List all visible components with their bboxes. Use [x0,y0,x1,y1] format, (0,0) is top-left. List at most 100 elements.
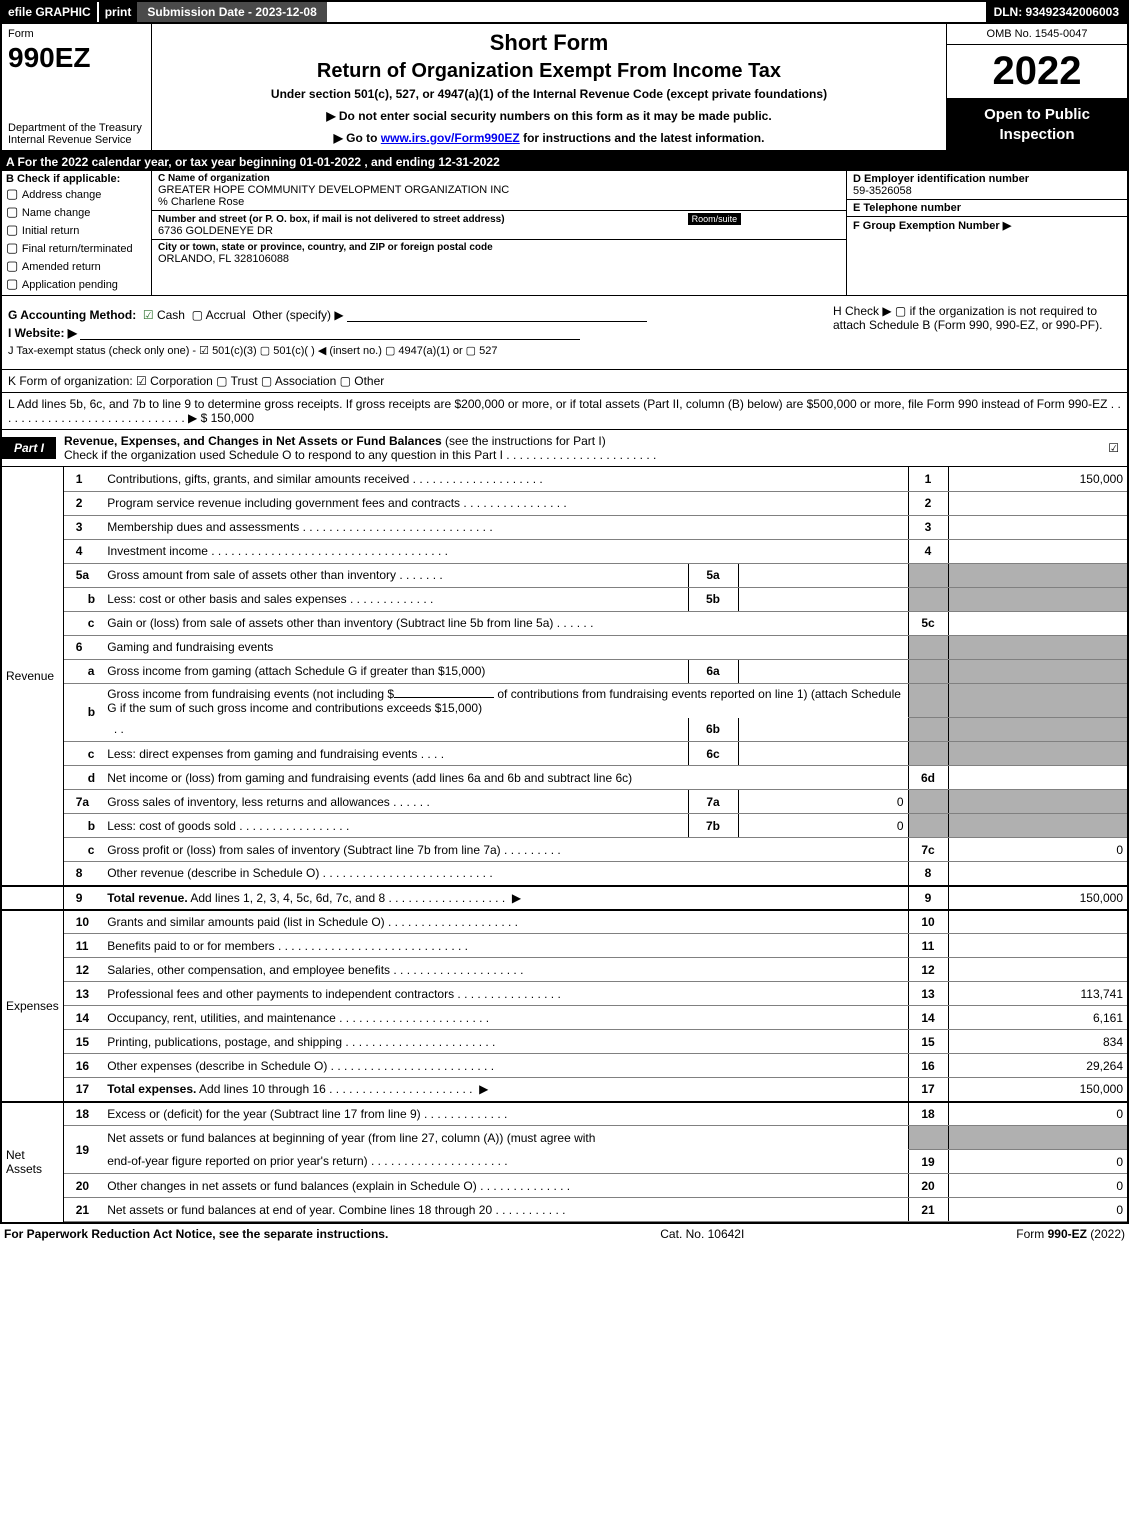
footer-right: Form 990-EZ (2022) [1016,1227,1125,1241]
line-17-desc: Total expenses. Add lines 10 through 16 … [103,1078,908,1102]
check-final-return[interactable]: Final return/terminated [6,239,147,257]
line-6a-desc: Gross income from gaming (attach Schedul… [103,659,688,683]
line-14-desc: Occupancy, rent, utilities, and maintena… [103,1006,908,1030]
line-20-val: 0 [948,1174,1128,1198]
line-5b-sub [738,587,908,611]
line-18-val: 0 [948,1102,1128,1126]
line-6a-sub [738,659,908,683]
line-4-desc: Investment income . . . . . . . . . . . … [103,539,908,563]
ein-value: 59-3526058 [853,185,1121,197]
title-return: Return of Organization Exempt From Incom… [158,60,940,83]
line-5c-val [948,611,1128,635]
check-name-change[interactable]: Name change [6,203,147,221]
line-20-desc: Other changes in net assets or fund bala… [103,1174,908,1198]
irs-link[interactable]: www.irs.gov/Form990EZ [381,131,520,145]
line-7c-val: 0 [948,838,1128,862]
line-15-desc: Printing, publications, postage, and shi… [103,1030,908,1054]
line-9-val: 150,000 [948,886,1128,910]
netassets-side-label: Net Assets [6,1148,59,1176]
line-5a-desc: Gross amount from sale of assets other t… [103,563,688,587]
line-7c-desc: Gross profit or (loss) from sales of inv… [103,838,908,862]
part1-table: Revenue 1 Contributions, gifts, grants, … [0,467,1129,1222]
h-line: H Check ▶ ▢ if the organization is not r… [827,296,1127,369]
d-label: D Employer identification number [853,173,1121,185]
header-center: Short Form Return of Organization Exempt… [152,24,947,150]
check-pending[interactable]: Application pending [6,275,147,293]
check-accrual[interactable]: Accrual [192,308,246,322]
line-21-val: 0 [948,1198,1128,1222]
section-c: C Name of organization GREATER HOPE COMM… [152,171,847,295]
check-initial-return[interactable]: Initial return [6,221,147,239]
city-state-zip: ORLANDO, FL 328106088 [158,253,840,265]
l-line: L Add lines 5b, 6c, and 7b to line 9 to … [0,392,1129,429]
line-6c-desc: Less: direct expenses from gaming and fu… [103,742,688,766]
l-amount: $ 150,000 [201,411,254,425]
e-label: E Telephone number [853,202,1121,214]
g-line: G Accounting Method: Cash Accrual Other … [8,308,821,322]
omb-number: OMB No. 1545-0047 [947,24,1127,45]
org-name: GREATER HOPE COMMUNITY DEVELOPMENT ORGAN… [158,184,840,196]
line-3-desc: Membership dues and assessments . . . . … [103,515,908,539]
efile-label: efile GRAPHIC [2,2,97,22]
section-bcdef: B Check if applicable: Address change Na… [0,171,1129,296]
line-1-desc: Contributions, gifts, grants, and simila… [103,467,908,491]
dept-label: Department of the Treasury Internal Reve… [8,122,145,146]
line-10-desc: Grants and similar amounts paid (list in… [103,910,908,934]
f-label: F Group Exemption Number ▶ [853,219,1121,232]
section-ghij: G Accounting Method: Cash Accrual Other … [0,296,1129,369]
check-amended[interactable]: Amended return [6,257,147,275]
section-b: B Check if applicable: Address change Na… [2,171,152,295]
submission-date: Submission Date - 2023-12-08 [137,2,326,22]
tax-year: 2022 [947,45,1127,99]
dln-label: DLN: 93492342006003 [986,2,1127,22]
line-11-val [948,934,1128,958]
k-line: K Form of organization: ☑ Corporation ▢ … [0,369,1129,392]
g-other-input[interactable] [347,308,647,322]
print-button[interactable]: print [97,2,138,22]
line-19-desc: Net assets or fund balances at beginning… [103,1126,908,1150]
line-19-val: 0 [948,1150,1128,1174]
line-15-val: 834 [948,1030,1128,1054]
room-label: Room/suite [688,213,742,225]
part1-header: Part I Revenue, Expenses, and Changes in… [0,429,1129,467]
footer: For Paperwork Reduction Act Notice, see … [0,1222,1129,1244]
line-13-desc: Professional fees and other payments to … [103,982,908,1006]
line-3-val [948,515,1128,539]
line-7a-sub: 0 [738,790,908,814]
line-2-val [948,491,1128,515]
website-input[interactable] [80,326,580,340]
expenses-side-label: Expenses [6,999,59,1013]
line-6b-desc: Gross income from fundraising events (no… [103,683,908,718]
line-12-desc: Salaries, other compensation, and employ… [103,958,908,982]
line-6-desc: Gaming and fundraising events [103,635,908,659]
line-7b-desc: Less: cost of goods sold . . . . . . . .… [103,814,688,838]
b-head: B Check if applicable: [6,173,147,185]
check-cash[interactable]: Cash [143,308,185,322]
line-11-desc: Benefits paid to or for members . . . . … [103,934,908,958]
c-city-label: City or town, state or province, country… [158,242,840,253]
line-6b-sub [738,718,908,742]
line-1-val: 150,000 [948,467,1128,491]
section-a: A For the 2022 calendar year, or tax yea… [0,153,1129,171]
line-num: 1 [63,467,103,491]
check-address-change[interactable]: Address change [6,185,147,203]
subtitle: Under section 501(c), 527, or 4947(a)(1)… [158,87,940,101]
care-of: % Charlene Rose [158,196,840,208]
line-12-val [948,958,1128,982]
part1-label: Part I [2,437,56,459]
line-8-desc: Other revenue (describe in Schedule O) .… [103,862,908,886]
line-8-val [948,862,1128,886]
top-bar: efile GRAPHIC print Submission Date - 20… [0,0,1129,24]
ghij-left: G Accounting Method: Cash Accrual Other … [2,296,827,369]
form-label: Form [8,28,145,40]
c-name-label: C Name of organization [158,173,840,184]
footer-left: For Paperwork Reduction Act Notice, see … [4,1227,388,1241]
line-13-val: 113,741 [948,982,1128,1006]
line-6d-desc: Net income or (loss) from gaming and fun… [103,766,908,790]
note-goto: Go to www.irs.gov/Form990EZ for instruct… [158,131,940,145]
line-2-desc: Program service revenue including govern… [103,491,908,515]
line-6d-val [948,766,1128,790]
line-16-val: 29,264 [948,1054,1128,1078]
line-5b-desc: Less: cost or other basis and sales expe… [103,587,688,611]
part1-check[interactable]: ☑ [1108,441,1127,455]
